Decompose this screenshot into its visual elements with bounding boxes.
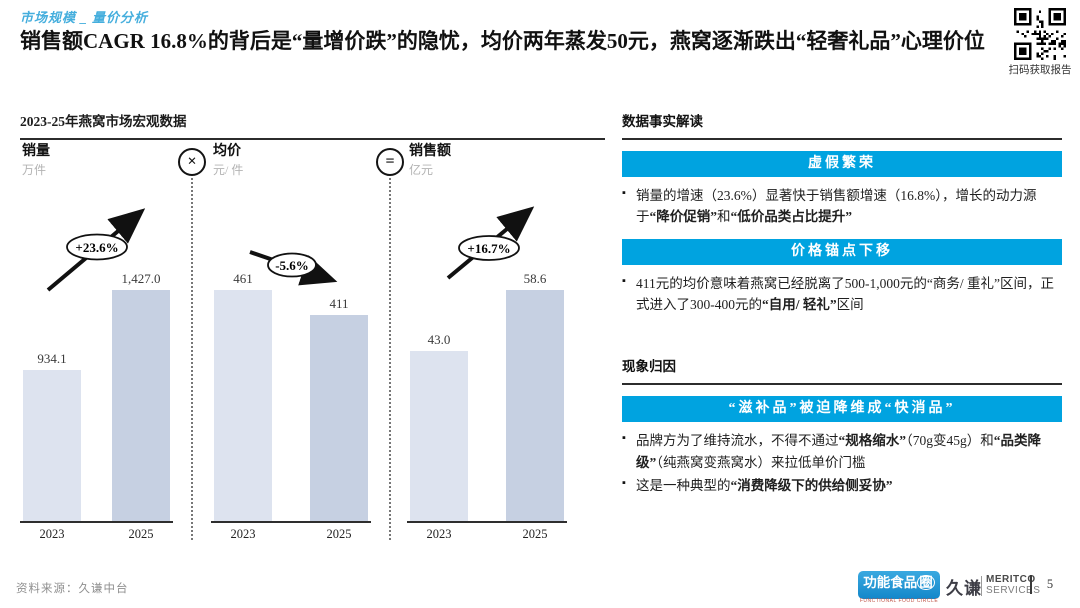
- panel-title: 均价: [213, 144, 241, 159]
- chart-section-title: 2023-25年燕窝市场宏观数据: [20, 110, 605, 140]
- bar-2025: [112, 290, 170, 521]
- qr-code: [1014, 8, 1066, 60]
- bar-plot: 934.1 1,427.0: [20, 271, 173, 521]
- section-gap: [622, 317, 1062, 355]
- insight-bullet: ▪ 销量的增速（23.6%）显著快于销售额增速（16.8%），增长的动力源于“降价…: [622, 187, 1037, 225]
- bullet-marker-icon: ▪: [622, 274, 626, 287]
- page-number-divider: [1030, 575, 1032, 594]
- bar-2023: [214, 290, 272, 521]
- x-axis-label: 2023: [230, 527, 256, 541]
- bar-plot: 43.0 58.6: [407, 271, 567, 521]
- logo-divider: [981, 576, 982, 596]
- insight-banner-downgrade: “滋补品”被迫降维成“快消品”: [622, 396, 1062, 423]
- bar-column: 461: [214, 271, 272, 521]
- panel-unit: 亿元: [409, 163, 434, 177]
- x-axis-label: 2025: [128, 527, 154, 541]
- trend-badge: +23.6%: [75, 240, 118, 255]
- bar-value-label: 43.0: [427, 332, 451, 347]
- insight-banner-price-anchor: 价格锚点下移: [622, 238, 1062, 265]
- bar-value-label: 58.6: [523, 271, 547, 286]
- chart-panel-revenue: 销售额 亿元 +16.7% 43.0 58.6 2023 2025: [407, 140, 567, 560]
- logo-text: 功能食品: [863, 575, 918, 590]
- panel-divider: [389, 178, 391, 540]
- bullet-marker-icon: ▪: [622, 432, 626, 445]
- meritco-logo-cn: 久谦: [946, 579, 982, 598]
- bar-column: 58.6: [506, 271, 564, 521]
- bar-value-label: 934.1: [37, 351, 67, 366]
- x-axis-labels: 2023 2025: [211, 527, 371, 542]
- multiply-operator-icon: ×: [178, 148, 206, 176]
- insights-column: 数据事实解读 虚假繁荣 ▪ 销量的增速（23.6%）显著快于销售额增速（16.8%…: [622, 110, 1062, 498]
- panel-header: 销售额 亿元: [409, 140, 451, 178]
- chart-panel-sales-volume: 销量 万件 +23.6% 934.1 1,427.0 2023 2025: [20, 140, 173, 560]
- x-axis-label: 2025: [326, 527, 352, 541]
- bar-2023: [23, 370, 81, 521]
- trend-badge: +16.7%: [467, 241, 510, 256]
- section-title-attribution: 现象归因: [622, 355, 1062, 386]
- panel-divider: [191, 178, 193, 540]
- equals-operator-icon: =: [376, 148, 404, 176]
- bullet-marker-icon: ▪: [622, 187, 626, 199]
- panel-title: 销量: [22, 144, 50, 159]
- logo-text: MERITCO: [986, 574, 1036, 585]
- bar-2025: [506, 290, 564, 521]
- qr-caption: 扫码获取报告: [1008, 65, 1072, 76]
- qr-pattern-icon: [1014, 8, 1066, 60]
- panel-header: 销量 万件: [22, 140, 50, 178]
- bullet-marker-icon: ▪: [622, 476, 626, 489]
- insight-bullet: ▪ 411元的均价意味着燕窝已经脱离了500-1,000元的“商务/ 重礼”区间，…: [622, 274, 1054, 312]
- panel-unit: 万件: [22, 163, 47, 177]
- breadcrumb: 市场规模 _ 量价分析: [20, 10, 149, 25]
- insight-bullet: ▪ 这是一种典型的“消费降级下的供给侧妥协”: [622, 476, 893, 493]
- bar-plot: 461 411: [211, 271, 371, 521]
- logo-ring-icon: 圈: [917, 575, 935, 590]
- x-axis-labels: 2023 2025: [407, 527, 567, 542]
- x-axis-label: 2023: [426, 527, 452, 541]
- bar-value-label: 1,427.0: [121, 271, 161, 286]
- insight-bullets: ▪ 销量的增速（23.6%）显著快于销售额增速（16.8%），增长的动力源于“降价…: [622, 185, 1062, 228]
- logo-text: SERVICES: [986, 584, 1041, 596]
- insight-bullets: ▪ 品牌方为了维持流水，不得不通过“规格缩水”（70g变45g）和“品类降级”（纯…: [622, 430, 1062, 496]
- source-note: 资料来源：久谦中台: [16, 583, 129, 595]
- meritco-logo-en: MERITCO SERVICES: [986, 574, 1041, 596]
- x-axis: [211, 521, 371, 523]
- bar-2025: [310, 315, 368, 521]
- bar-column: 43.0: [410, 332, 468, 521]
- insight-bullet: ▪ 品牌方为了维持流水，不得不通过“规格缩水”（70g变45g）和“品类降级”（纯…: [622, 432, 1041, 470]
- bar-2023: [410, 351, 468, 521]
- page-title: 销售额CAGR 16.8%的背后是“量增价跌”的隐忧，均价两年蒸发50元，燕窝逐…: [20, 29, 985, 53]
- x-axis-labels: 2023 2025: [20, 527, 173, 542]
- x-axis-label: 2025: [522, 527, 548, 541]
- x-axis-label: 2023: [39, 527, 65, 541]
- section-title-data-facts: 数据事实解读: [622, 110, 1062, 140]
- x-axis: [407, 521, 567, 523]
- insight-banner-false-prosperity: 虚假繁荣: [622, 151, 1062, 177]
- page-number: 5: [1046, 577, 1054, 591]
- panel-unit: 元/ 件: [213, 163, 244, 177]
- bar-column: 934.1: [23, 351, 81, 521]
- bar-value-label: 411: [329, 296, 349, 311]
- x-axis: [20, 521, 173, 523]
- bar-column: 1,427.0: [112, 271, 170, 521]
- insight-bullets: ▪ 411元的均价意味着燕窝已经脱离了500-1,000元的“商务/ 重礼”区间，…: [622, 273, 1062, 316]
- panel-header: 均价 元/ 件: [213, 140, 243, 178]
- panel-title: 销售额: [409, 144, 451, 159]
- chart-panel-average-price: 均价 元/ 件 -5.6% 461 411 2023 2025: [211, 140, 371, 560]
- functional-food-circle-logo-subtext: FUNCTIONAL FOOD CIRCLE: [859, 598, 939, 604]
- functional-food-circle-logo: 功能食品圈: [858, 571, 940, 599]
- bar-value-label: 461: [233, 271, 253, 286]
- bar-column: 411: [310, 296, 368, 521]
